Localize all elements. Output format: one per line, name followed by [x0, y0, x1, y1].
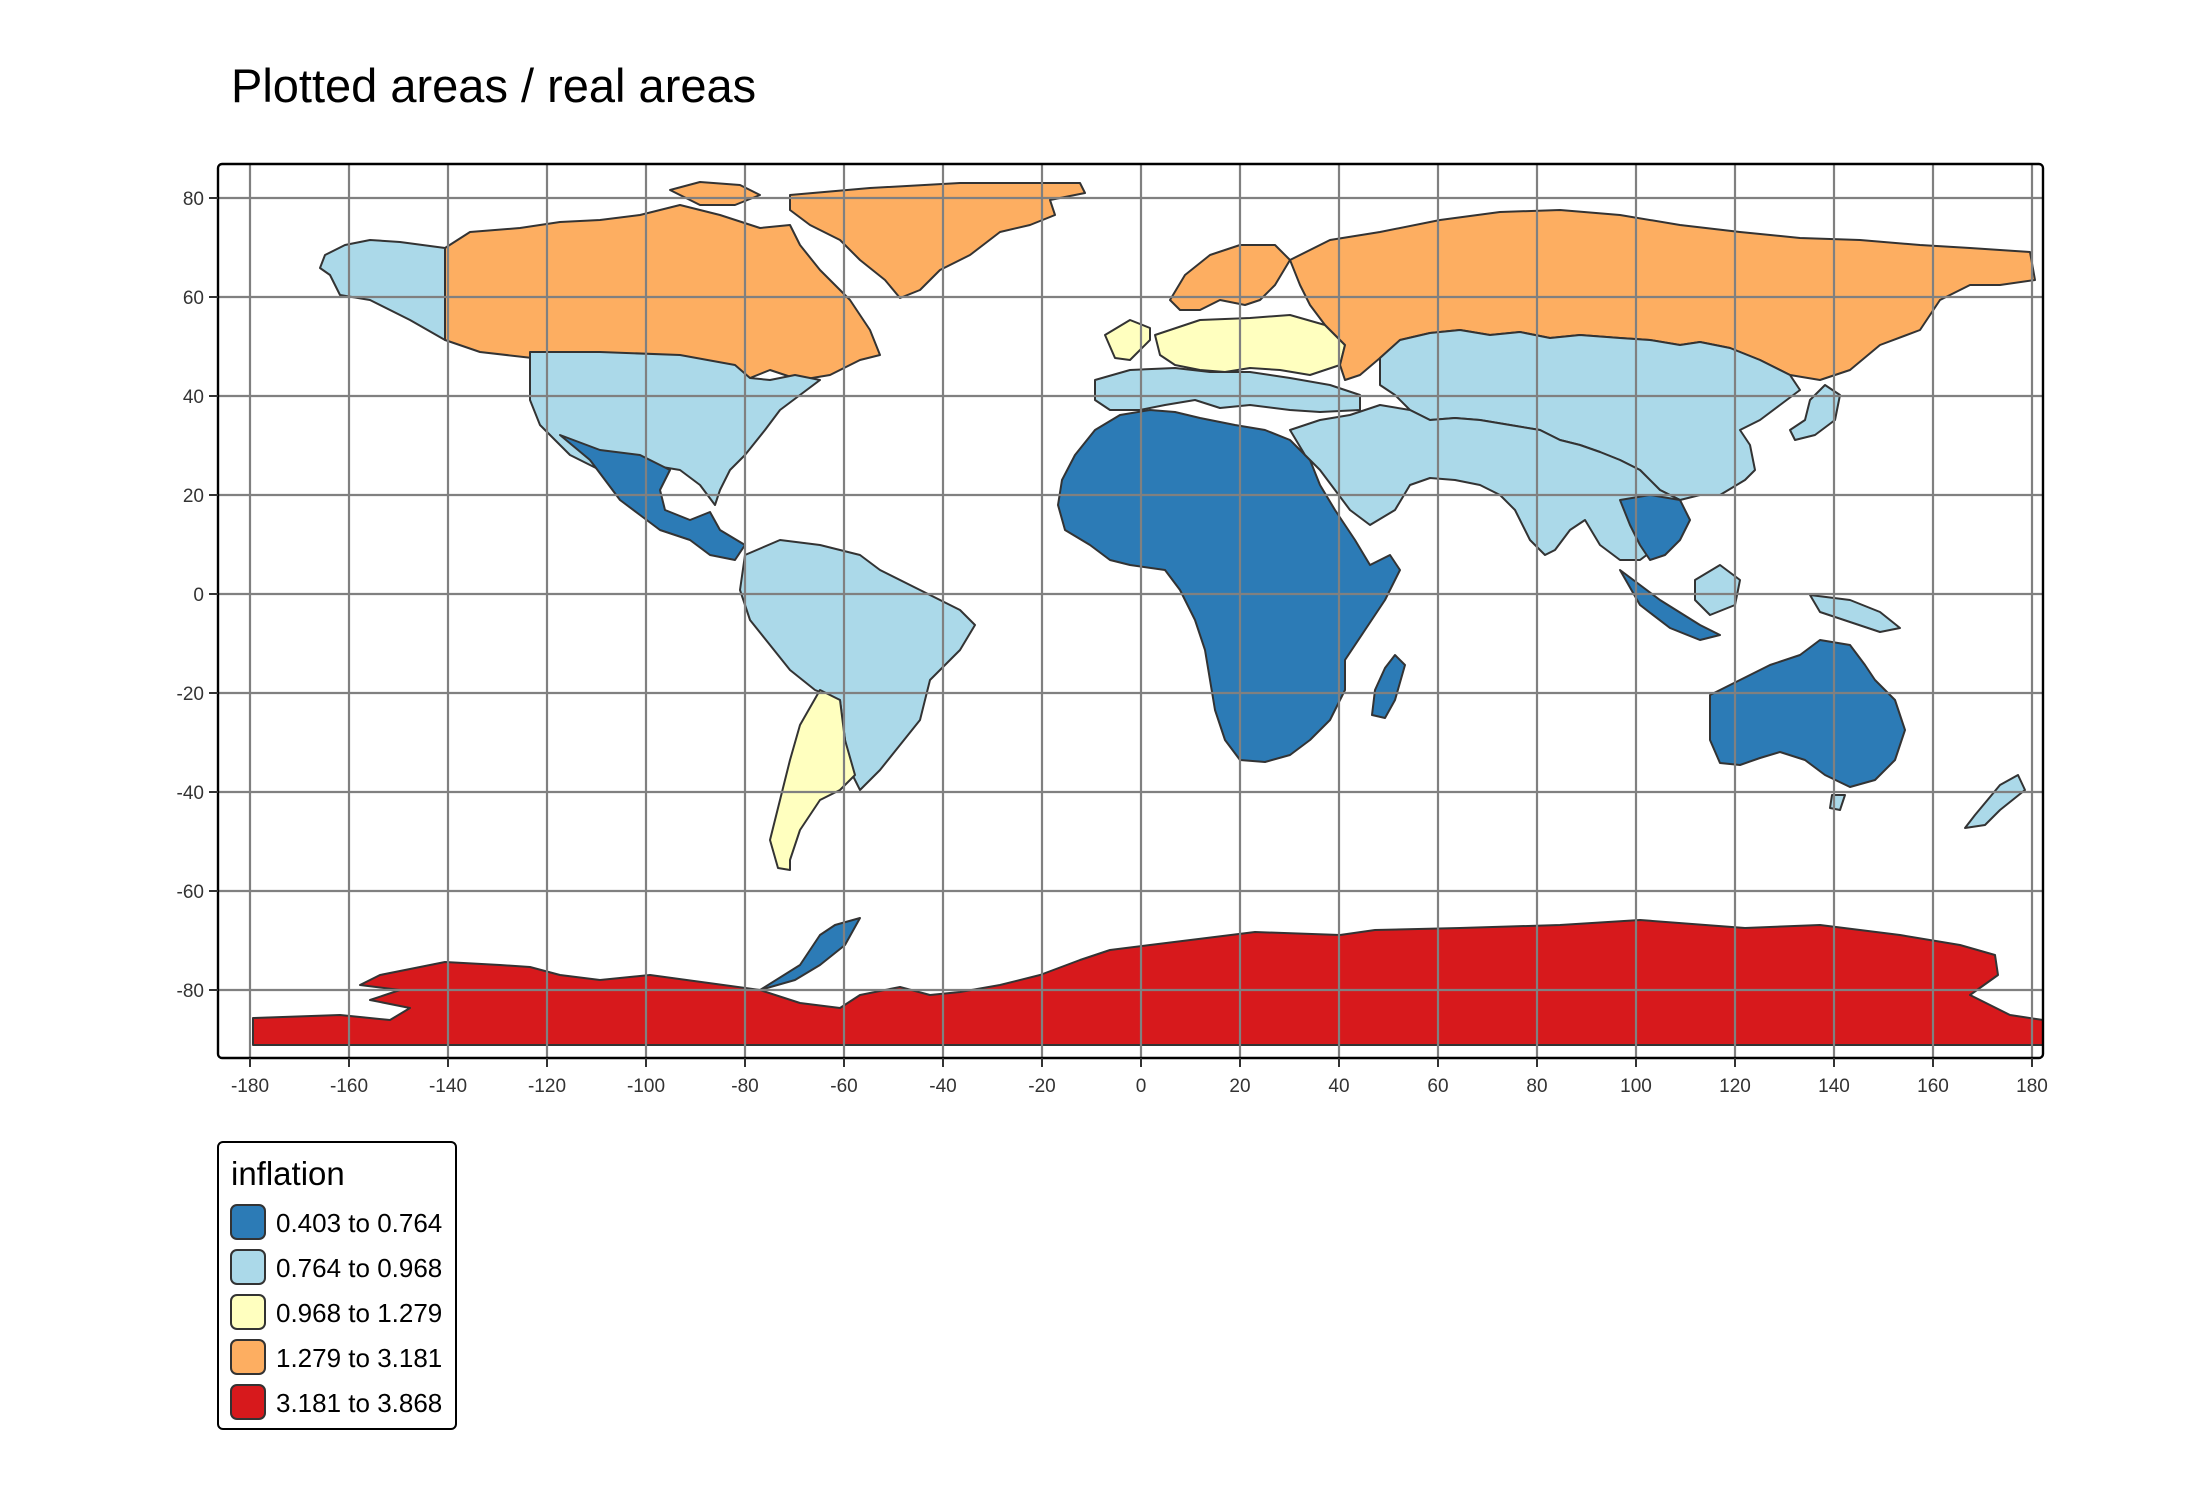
x-tick-label: -160	[330, 1076, 368, 1097]
y-tick-label: 20	[183, 486, 204, 507]
region-antarctica	[252, 919, 2044, 1046]
region-alaska	[319, 239, 446, 341]
y-tick-label: -60	[177, 882, 204, 903]
country-layer	[252, 181, 2044, 1046]
legend-label: 0.968 to 1.279	[276, 1298, 443, 1328]
region-africa	[1057, 409, 1401, 763]
legend-swatch	[230, 1204, 266, 1240]
legend-title: inflation	[231, 1155, 345, 1192]
region-greenland	[789, 182, 1086, 299]
x-tick-label: 120	[1719, 1076, 1751, 1097]
x-tick-label: 180	[2016, 1076, 2048, 1097]
y-tick-label: -40	[177, 783, 204, 804]
legend-swatch	[230, 1294, 266, 1330]
region-new-zealand	[1964, 774, 2026, 829]
x-tick-label: -60	[830, 1076, 857, 1097]
region-madagascar	[1371, 654, 1406, 719]
axes: -180 -160 -140 -120 -100 -80 -60 -40 -20 0 20 40 60 8…	[177, 189, 2048, 1097]
region-australia	[1709, 639, 1906, 788]
y-tick-label: -80	[177, 981, 204, 1002]
y-tick-label: 0	[193, 585, 204, 606]
x-tick-label: 40	[1328, 1076, 1349, 1097]
legend-item: 0.968 to 1.279	[230, 1294, 450, 1332]
x-tick-label: 80	[1526, 1076, 1547, 1097]
gridlines	[218, 164, 2043, 1058]
x-tick-label: 160	[1917, 1076, 1949, 1097]
map-frame	[216, 162, 2045, 1060]
region-central-europe-main	[1154, 314, 1346, 376]
x-tick-label: -20	[1028, 1076, 1055, 1097]
x-tick-label: -40	[929, 1076, 956, 1097]
legend-label: 1.279 to 3.181	[276, 1343, 443, 1373]
legend-label: 0.403 to 0.764	[276, 1208, 443, 1238]
x-tick-label: -100	[627, 1076, 665, 1097]
region-middle-east-south-asia	[1289, 404, 1681, 561]
x-tick-label: 0	[1136, 1076, 1147, 1097]
region-scandinavia	[1169, 244, 1291, 311]
legend-swatch	[230, 1249, 266, 1285]
x-tick-label: 140	[1818, 1076, 1850, 1097]
legend-swatch	[230, 1339, 266, 1375]
x-tick-label: 100	[1620, 1076, 1652, 1097]
map-title: Plotted areas / real areas	[231, 59, 757, 112]
y-tick-label: -20	[177, 684, 204, 705]
legend-item: 0.403 to 0.764	[230, 1204, 450, 1242]
region-south-america-north	[739, 539, 976, 791]
x-tick-label: 60	[1427, 1076, 1448, 1097]
region-new-guinea	[1809, 594, 1901, 633]
region-south-america-south	[769, 689, 856, 871]
legend-label: 0.764 to 0.968	[276, 1253, 443, 1283]
x-tick-label: -180	[231, 1076, 269, 1097]
legend-item: 3.181 to 3.868	[230, 1384, 450, 1422]
region-antarctica-peninsula	[759, 917, 861, 991]
region-japan	[1789, 384, 1841, 441]
region-central-europe	[1104, 319, 1151, 361]
y-tick-label: 40	[183, 387, 204, 408]
x-tick-label: -140	[429, 1076, 467, 1097]
region-indonesia	[1619, 569, 1721, 641]
legend: inflation 0.403 to 0.764 0.764 to 0.968 …	[217, 1141, 457, 1430]
legend-item: 0.764 to 0.968	[230, 1249, 450, 1287]
x-tick-label: -120	[528, 1076, 566, 1097]
legend-label: 3.181 to 3.868	[276, 1388, 443, 1418]
y-tick-label: 60	[183, 288, 204, 309]
y-tick-label: 80	[183, 189, 204, 210]
x-tick-label: 20	[1229, 1076, 1250, 1097]
region-canada-arctic	[669, 181, 761, 206]
legend-swatch	[230, 1384, 266, 1420]
legend-item: 1.279 to 3.181	[230, 1339, 450, 1377]
x-tick-label: -80	[731, 1076, 758, 1097]
